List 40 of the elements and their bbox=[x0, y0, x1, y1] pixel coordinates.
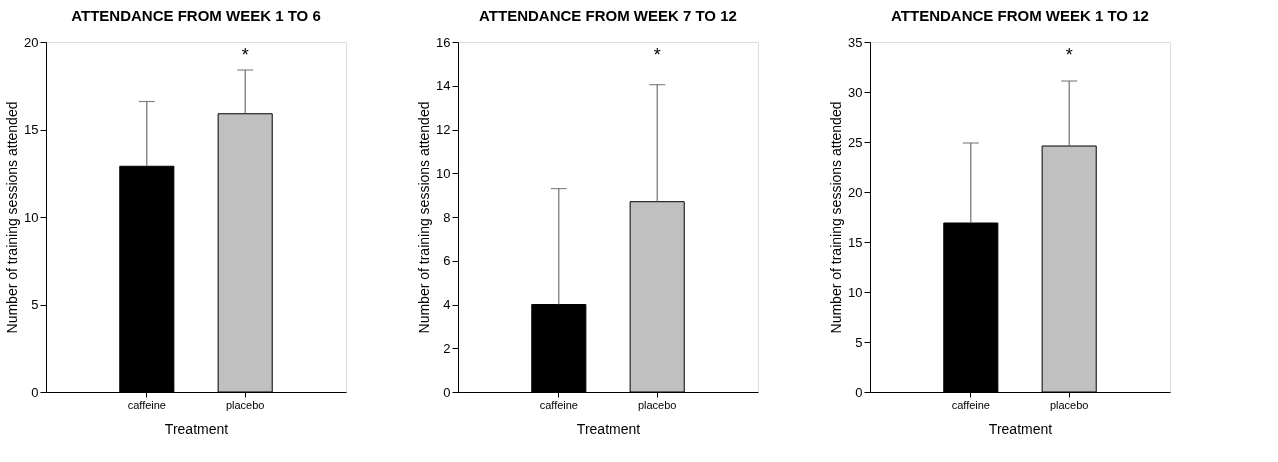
x-tick-label: placebo bbox=[225, 398, 265, 411]
x-tick-label: caffeine bbox=[951, 398, 990, 411]
y-tick-label: 20 bbox=[848, 184, 863, 200]
y-tick-label: 10 bbox=[848, 284, 863, 300]
y-tick-label: 15 bbox=[848, 234, 863, 250]
annotation: * bbox=[1065, 45, 1073, 65]
y-tick-label: 5 bbox=[31, 297, 39, 312]
y-tick-label: 20 bbox=[24, 34, 39, 50]
x-axis-title: Treatment bbox=[988, 420, 1053, 437]
y-axis-title: Number of training sessions attended bbox=[828, 101, 845, 334]
y-tick-label: 4 bbox=[443, 297, 451, 312]
x-tick-label: placebo bbox=[1049, 398, 1089, 411]
x-tick-label: caffeine bbox=[127, 398, 166, 411]
y-tick-label: 10 bbox=[436, 165, 451, 181]
y-tick-label: 25 bbox=[848, 134, 863, 150]
y-tick-label: 30 bbox=[848, 84, 863, 100]
y-tick-label: 6 bbox=[443, 253, 451, 269]
x-tick-label: placebo bbox=[637, 398, 677, 411]
y-tick-label: 35 bbox=[848, 34, 863, 50]
y-tick-label: 12 bbox=[436, 122, 451, 137]
annotation: * bbox=[653, 45, 661, 65]
y-axis-title: Number of training sessions attended bbox=[416, 101, 433, 334]
y-tick-label: 8 bbox=[443, 209, 451, 225]
annotation: * bbox=[241, 45, 249, 65]
y-tick-label: 0 bbox=[31, 384, 39, 400]
y-axis-title: Number of training sessions attended bbox=[4, 101, 21, 334]
chart-title: ATTENDANCE FROM WEEK 1 TO 12 bbox=[891, 7, 1149, 24]
chart-title: ATTENDANCE FROM WEEK 7 TO 12 bbox=[479, 7, 737, 24]
y-tick-label: 0 bbox=[443, 384, 451, 400]
y-tick-label: 16 bbox=[436, 34, 451, 50]
x-axis-title: Treatment bbox=[164, 420, 229, 437]
chart-title: ATTENDANCE FROM WEEK 1 TO 6 bbox=[71, 7, 321, 24]
y-tick-label: 5 bbox=[855, 334, 863, 350]
y-tick-label: 2 bbox=[443, 340, 451, 356]
x-tick-label: caffeine bbox=[539, 398, 578, 411]
x-axis-title: Treatment bbox=[576, 420, 641, 437]
y-tick-label: 14 bbox=[436, 78, 451, 94]
y-tick-label: 0 bbox=[855, 384, 863, 400]
y-tick-label: 15 bbox=[24, 122, 39, 137]
y-tick-label: 10 bbox=[24, 209, 39, 225]
